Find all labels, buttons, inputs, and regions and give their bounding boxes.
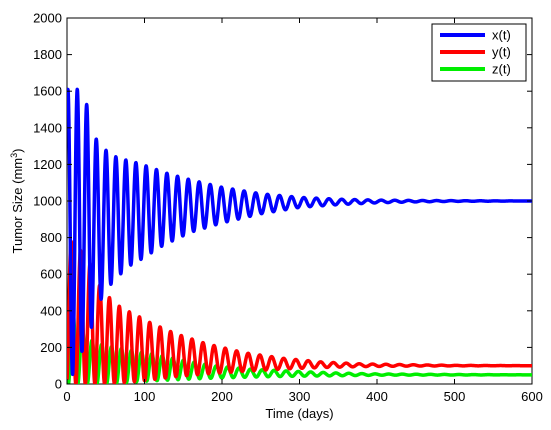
legend-label-zt: z(t) (492, 62, 511, 77)
y-tick-label: 1000 (33, 194, 62, 209)
y-axis-label-main: Tumor Size (mm (10, 158, 25, 254)
legend-label-xt: x(t) (492, 28, 511, 43)
x-axis: 0 100 200 300 400 500 600 (63, 18, 543, 404)
x-tick-label: 500 (444, 389, 466, 404)
x-tick-label: 200 (211, 389, 233, 404)
y-axis-label: Tumor Size (mm3) (9, 149, 25, 254)
x-tick-label: 300 (289, 389, 311, 404)
x-axis-label: Time (days) (265, 406, 333, 421)
y-axis-label-close: ) (10, 149, 25, 153)
x-tick-label: 400 (366, 389, 388, 404)
x-tick-label: 600 (521, 389, 543, 404)
y-tick-label: 1800 (33, 47, 62, 62)
y-tick-label: 2000 (33, 11, 62, 26)
y-tick-label: 0 (55, 377, 62, 392)
y-tick-label: 600 (40, 267, 62, 282)
x-tick-label: 100 (134, 389, 156, 404)
legend: x(t) y(t) z(t) (431, 23, 527, 82)
y-axis-label-sup: 3 (9, 153, 19, 158)
y-tick-label: 1600 (33, 84, 62, 99)
y-axis: 0 200 400 600 800 1000 1200 1400 1600 1800 2000 (33, 11, 532, 392)
legend-label-yt: y(t) (492, 45, 511, 60)
x-tick-label: 0 (63, 389, 70, 404)
y-tick-label: 1400 (33, 120, 62, 135)
y-tick-label: 800 (40, 230, 62, 245)
y-tick-label: 1200 (33, 157, 62, 172)
y-tick-label: 400 (40, 303, 62, 318)
series-line-xt (67, 87, 532, 377)
y-tick-label: 200 (40, 340, 62, 355)
